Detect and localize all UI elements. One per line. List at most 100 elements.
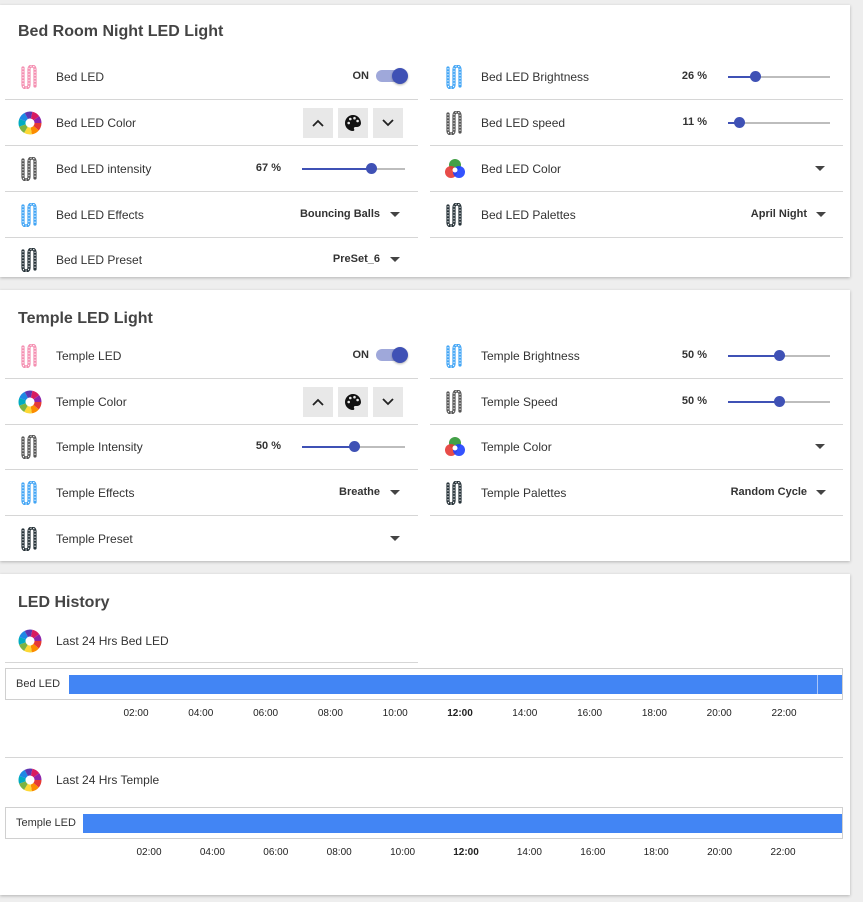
dropdown-caret-icon[interactable]	[390, 212, 400, 217]
row-label: Temple Preset	[56, 532, 133, 546]
slider-value: 26 %	[681, 70, 707, 82]
led-strip-icon	[18, 203, 42, 227]
timeline-label: Bed LED	[16, 678, 61, 690]
axis-tick-label: 08:00	[326, 847, 352, 858]
bed-led-timeline[interactable]: Bed LED	[5, 668, 843, 700]
led-strip-icon	[18, 65, 42, 89]
row-label: Bed LED Color	[481, 162, 562, 176]
card-title: Bed Room Night LED Light	[18, 23, 224, 40]
chevron-down-button[interactable]	[373, 108, 403, 138]
timeline-bar[interactable]	[69, 675, 842, 694]
slider-value: 50 %	[255, 440, 281, 452]
bed-led-speed-row: Bed LED speed 11 %	[430, 100, 843, 146]
bed-timeline-axis: 02:00 04:00 06:00 08:00 10:00 12:00 14:00 16:00…	[0, 708, 850, 722]
row-label: Last 24 Hrs Bed LED	[56, 634, 169, 648]
axis-tick-label: 20:00	[707, 847, 733, 858]
led-strip-icon	[443, 481, 467, 505]
led-strip-icon	[18, 527, 42, 551]
row-label: Bed LED Brightness	[481, 70, 590, 84]
dropdown-caret-icon[interactable]	[390, 536, 400, 541]
dropdown-caret-icon[interactable]	[390, 490, 400, 495]
palette-icon	[345, 394, 361, 410]
dropdown-value[interactable]: Random Cycle	[730, 486, 807, 498]
palette-button[interactable]	[338, 387, 368, 417]
row-label: Temple Intensity	[56, 440, 143, 454]
rgb-circles-icon	[443, 435, 467, 459]
toggle-state: ON	[352, 70, 370, 82]
axis-tick-label: 02:00	[123, 708, 149, 719]
dropdown-caret-icon[interactable]	[390, 257, 400, 262]
row-label: Bed LED	[56, 70, 105, 84]
card-title: LED History	[18, 594, 110, 611]
led-strip-icon	[18, 481, 42, 505]
chevron-up-button[interactable]	[303, 387, 333, 417]
palette-icon	[345, 115, 361, 131]
timeline-label: Temple LED	[16, 817, 76, 829]
bed-history-row: Last 24 Hrs Bed LED	[5, 618, 418, 664]
row-label: Temple Speed	[481, 395, 558, 409]
bed-led-toggle[interactable]	[376, 68, 408, 84]
dropdown-caret-icon[interactable]	[816, 212, 826, 217]
chevron-up-icon	[312, 119, 324, 127]
chevron-down-button[interactable]	[373, 387, 403, 417]
divider	[5, 757, 843, 758]
bed-led-intensity-row: Bed LED intensity 67 %	[5, 146, 418, 192]
row-label: Bed LED speed	[481, 116, 566, 130]
dropdown-value[interactable]: Bouncing Balls	[299, 208, 380, 220]
axis-tick-label: 04:00	[199, 847, 225, 858]
divider	[5, 662, 418, 663]
row-label: Bed LED intensity	[56, 162, 152, 176]
row-label: Bed LED Color	[56, 116, 137, 130]
bed-led-intensity-slider[interactable]	[302, 163, 405, 174]
bed-led-brightness-slider[interactable]	[728, 71, 830, 82]
axis-tick-label: 14:00	[512, 708, 538, 719]
bed-led-preset-row: Bed LED Preset PreSet_6	[5, 237, 418, 283]
row-label: Bed LED Palettes	[481, 208, 576, 222]
row-label: Bed LED Effects	[56, 208, 144, 222]
chevron-up-button[interactable]	[303, 108, 333, 138]
slider-value: 67 %	[255, 162, 281, 174]
dropdown-caret-icon[interactable]	[815, 166, 825, 171]
row-label: Temple Effects	[56, 486, 135, 500]
card-title: Temple LED Light	[18, 310, 153, 327]
led-strip-icon	[18, 435, 42, 459]
temple-color-row: Temple Color	[5, 379, 418, 425]
row-label: Bed LED Preset	[56, 253, 143, 267]
timeline-segment-separator	[817, 675, 818, 694]
rgb-circles-icon	[443, 157, 467, 181]
timeline-bar[interactable]	[83, 814, 842, 833]
axis-tick-label: 16:00	[577, 708, 603, 719]
led-strip-icon	[443, 203, 467, 227]
led-strip-icon	[18, 157, 42, 181]
dropdown-value[interactable]: PreSet_6	[332, 253, 380, 265]
dropdown-caret-icon[interactable]	[815, 444, 825, 449]
axis-tick-label: 06:00	[253, 708, 279, 719]
dropdown-value[interactable]: Breathe	[339, 486, 380, 498]
bed-led-speed-slider[interactable]	[728, 117, 830, 128]
row-label: Last 24 Hrs Temple	[56, 773, 160, 787]
temple-led-toggle[interactable]	[376, 347, 408, 363]
temple-speed-slider[interactable]	[728, 396, 830, 407]
row-label: Temple LED	[56, 349, 122, 363]
axis-tick-label: 18:00	[641, 708, 667, 719]
led-strip-icon	[443, 111, 467, 135]
temple-led-timeline[interactable]: Temple LED	[5, 807, 843, 839]
temple-intensity-slider[interactable]	[302, 441, 405, 452]
axis-tick-label: 04:00	[188, 708, 214, 719]
slider-value: 50 %	[681, 395, 707, 407]
axis-tick-label: 20:00	[706, 708, 732, 719]
axis-tick-label: 12:00	[447, 708, 473, 719]
toggle-state: ON	[352, 349, 370, 361]
dropdown-value[interactable]: April Night	[750, 208, 807, 220]
bed-led-brightness-row: Bed LED Brightness 26 %	[430, 54, 843, 100]
bed-led-effects-row: Bed LED Effects Bouncing Balls	[5, 192, 418, 238]
axis-tick-label: 10:00	[382, 708, 408, 719]
color-wheel-icon	[18, 768, 42, 792]
temple-brightness-slider[interactable]	[728, 350, 830, 361]
led-strip-icon	[443, 65, 467, 89]
temple-brightness-row: Temple Brightness 50 %	[430, 333, 843, 379]
dropdown-caret-icon[interactable]	[816, 490, 826, 495]
palette-button[interactable]	[338, 108, 368, 138]
chevron-down-icon	[382, 119, 394, 127]
axis-tick-label: 10:00	[390, 847, 416, 858]
